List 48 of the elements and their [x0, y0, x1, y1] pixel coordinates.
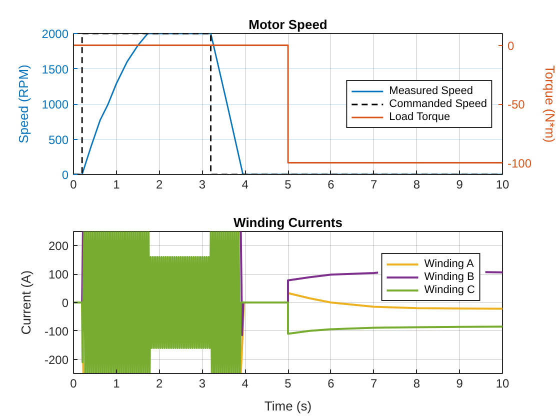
- x-tick-label: 1: [113, 178, 120, 192]
- y-tick-label: 2000: [42, 27, 69, 41]
- legend-label: Winding C: [424, 284, 475, 296]
- x-tick-label: 5: [284, 178, 292, 192]
- x-tick-label: 8: [413, 178, 420, 192]
- legend-label: Winding A: [424, 258, 474, 270]
- x-tick-label: 0: [70, 376, 78, 390]
- x-tick-label: 10: [496, 376, 510, 390]
- x-tick-label: 7: [370, 376, 378, 390]
- y-tick-label: -100: [44, 324, 69, 338]
- y-tick-label: 1500: [42, 62, 69, 76]
- x-tick-label: 1: [113, 376, 120, 390]
- x-tick-label: 5: [284, 376, 292, 390]
- x-tick-label: 4: [242, 178, 249, 192]
- chart-title: Motor Speed: [248, 17, 328, 32]
- x-tick-label: 9: [456, 178, 464, 192]
- x-tick-label: 6: [328, 376, 335, 390]
- x-tick-label: 0: [70, 178, 78, 192]
- x-tick-label: 3: [198, 178, 206, 192]
- y-tick-label: 0: [62, 296, 69, 310]
- y-tick-label: 200: [48, 239, 69, 254]
- x-tick-label: 2: [156, 178, 163, 192]
- legend-label: Load Torque: [389, 110, 450, 122]
- x-tick-label: 2: [156, 376, 163, 390]
- y-axis-title: Speed (RPM): [16, 64, 31, 144]
- x-axis-title: Time (s): [264, 398, 312, 414]
- y-tick-label: 500: [48, 132, 69, 147]
- y2-tick-label: 0: [508, 38, 514, 53]
- legend-label: Winding B: [424, 271, 474, 283]
- x-tick-label: 7: [370, 178, 378, 192]
- legend-label: Measured Speed: [389, 84, 473, 96]
- x-tick-label: 4: [242, 376, 249, 390]
- line-series: [74, 232, 502, 374]
- y-tick-label: 1000: [42, 98, 69, 112]
- y2-tick-label: -100: [508, 156, 532, 170]
- x-tick-label: 8: [413, 376, 420, 390]
- x-tick-label: 9: [456, 376, 464, 390]
- y-tick-label: -200: [44, 352, 69, 367]
- y-tick-label: 100: [48, 268, 69, 282]
- x-tick-label: 10: [496, 178, 510, 192]
- x-tick-label: 3: [198, 376, 206, 390]
- legend-label: Commanded Speed: [389, 98, 487, 110]
- x-tick-label: 6: [328, 178, 335, 192]
- y2-tick-label: -50: [508, 98, 526, 112]
- y-axis-title: Current (A): [18, 270, 34, 335]
- y-tick-label: 0: [62, 168, 69, 182]
- chart-title: Winding Currents: [234, 215, 342, 230]
- y2-axis-title: Torque (N*m): [542, 65, 558, 143]
